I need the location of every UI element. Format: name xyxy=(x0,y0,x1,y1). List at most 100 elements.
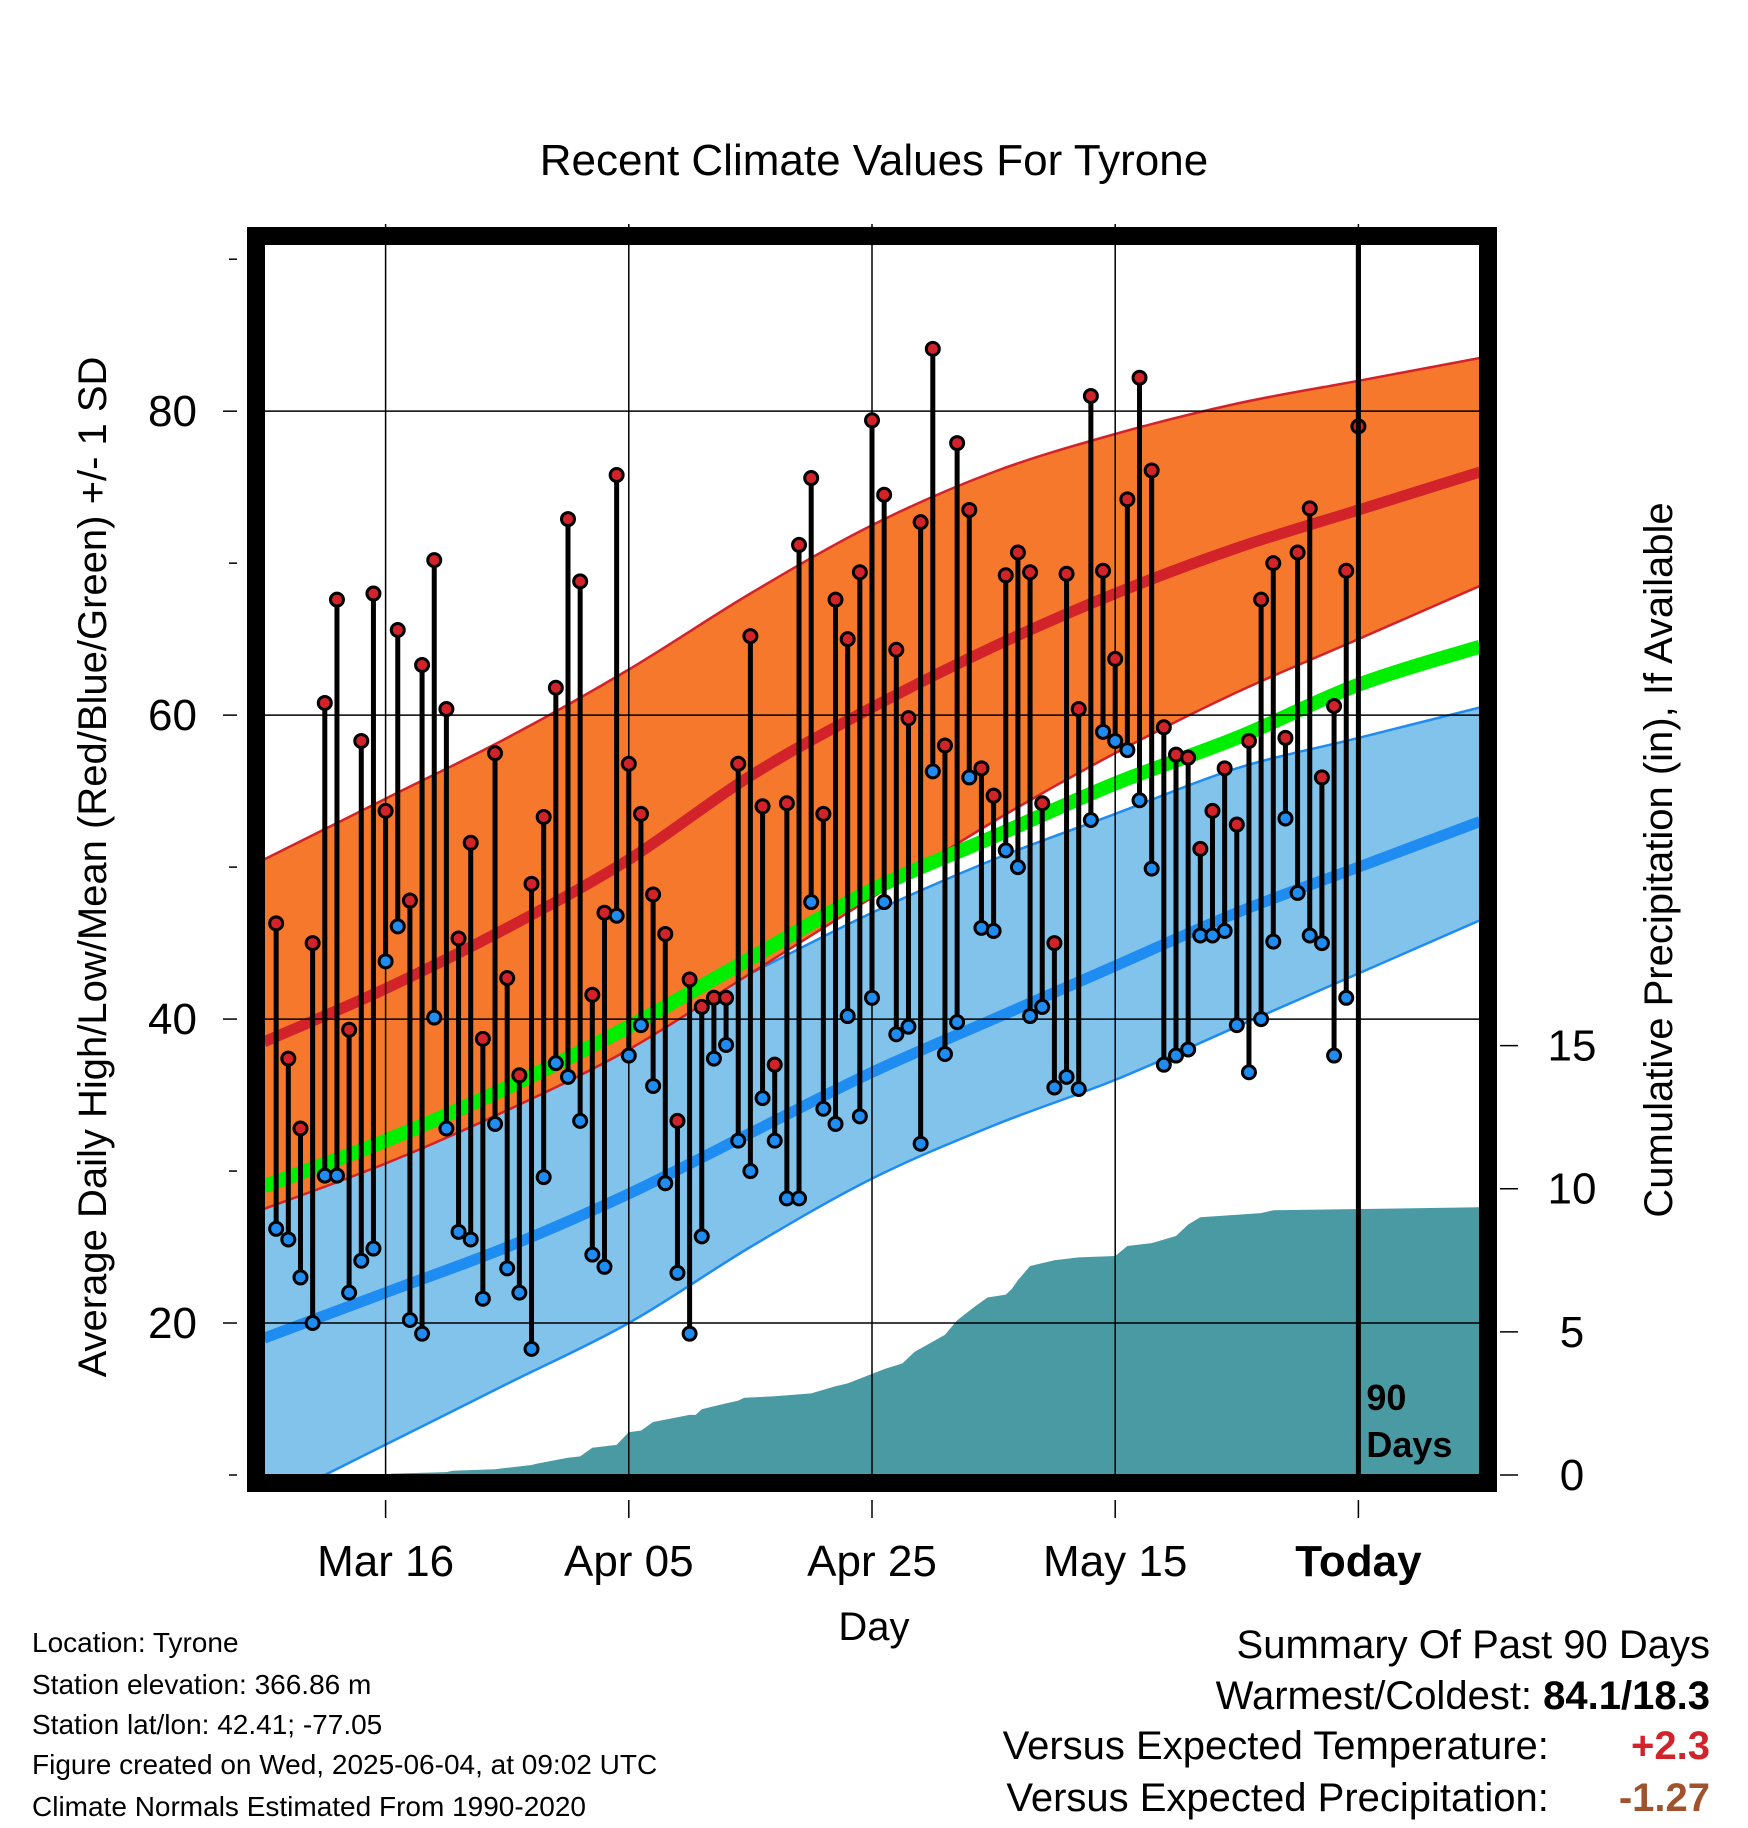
daily-low-point xyxy=(1313,935,1330,952)
daily-low-point xyxy=(876,894,893,911)
daily-high-point xyxy=(1192,840,1209,857)
daily-low-point xyxy=(462,1231,479,1248)
daily-high-point xyxy=(645,886,662,903)
daily-low-point xyxy=(596,1258,613,1275)
daily-high-point xyxy=(681,971,698,988)
daily-high-point xyxy=(766,1056,783,1073)
daily-high-point xyxy=(718,989,735,1006)
daily-low-point xyxy=(949,1014,966,1031)
daily-low-point xyxy=(900,1018,917,1035)
info-elevation: Station elevation: 366.86 m xyxy=(32,1669,372,1700)
daily-high-point xyxy=(1228,816,1245,833)
daily-high-point xyxy=(876,486,893,503)
daily-high-point xyxy=(936,737,953,754)
daily-high-point xyxy=(1240,732,1257,749)
x-tick-label: Mar 16 xyxy=(317,1537,454,1586)
daily-low-point xyxy=(1289,884,1306,901)
daily-low-point xyxy=(414,1325,431,1342)
daily-high-point xyxy=(997,567,1014,584)
daily-high-point xyxy=(572,573,589,590)
daily-high-point xyxy=(1034,795,1051,812)
daily-high-point xyxy=(280,1050,297,1067)
daily-low-point xyxy=(1131,792,1148,809)
daily-low-point xyxy=(632,1017,649,1034)
daily-high-point xyxy=(304,935,321,952)
daily-low-point xyxy=(377,953,394,970)
daily-high-point xyxy=(401,892,418,909)
daily-low-point xyxy=(450,1223,467,1240)
daily-low-point xyxy=(657,1175,674,1192)
y2-tick-label: 5 xyxy=(1560,1308,1584,1357)
daily-high-point xyxy=(353,732,370,749)
daily-low-point xyxy=(535,1169,552,1186)
daily-high-point xyxy=(1265,555,1282,572)
y-tick-label: 80 xyxy=(148,387,197,436)
daily-low-point xyxy=(280,1231,297,1248)
daily-low-point xyxy=(839,1008,856,1025)
daily-high-point xyxy=(864,412,880,429)
daily-high-point xyxy=(1277,729,1294,746)
daily-low-point xyxy=(547,1055,564,1072)
daily-high-point xyxy=(1143,462,1160,479)
daily-low-point xyxy=(1301,927,1318,944)
daily-high-point xyxy=(1009,544,1026,561)
daily-high-point xyxy=(851,564,868,581)
daily-high-point xyxy=(973,760,990,777)
daily-low-point xyxy=(791,1190,808,1207)
daily-high-point xyxy=(414,656,431,673)
daily-low-point xyxy=(1228,1017,1245,1034)
daily-high-point xyxy=(778,795,795,812)
plot-content: 90 Days xyxy=(264,244,1480,1475)
daily-low-point xyxy=(815,1100,832,1117)
x-tick-label: Apr 05 xyxy=(564,1537,694,1586)
daily-high-point xyxy=(1216,760,1233,777)
daily-low-point xyxy=(304,1315,321,1332)
daily-high-point xyxy=(1253,591,1270,608)
daily-low-point xyxy=(803,894,820,911)
daily-low-point xyxy=(961,769,978,786)
daily-high-point xyxy=(462,834,479,851)
daily-high-point xyxy=(1082,387,1099,404)
daily-low-point xyxy=(523,1340,540,1357)
daily-high-point xyxy=(1119,491,1136,508)
summary-temp-value: +2.3 xyxy=(1631,1724,1710,1768)
daily-high-point xyxy=(511,1067,528,1084)
daily-high-point xyxy=(669,1112,686,1129)
daily-low-point xyxy=(438,1120,455,1137)
daily-high-point xyxy=(912,514,929,531)
daily-high-point xyxy=(742,628,759,645)
plot-frame xyxy=(247,227,1497,1492)
daily-high-point xyxy=(1313,769,1330,786)
daily-high-point xyxy=(791,536,808,553)
daily-low-point xyxy=(365,1240,382,1257)
summary-temp: Versus Expected Temperature: +2.3 xyxy=(1003,1724,1710,1769)
daily-high-point xyxy=(365,585,382,602)
summary-warmest: Warmest/Coldest: 84.1/18.3 xyxy=(1216,1674,1710,1719)
daily-low-point xyxy=(705,1050,722,1067)
daily-low-point xyxy=(864,989,880,1006)
daily-low-point xyxy=(997,842,1014,859)
daily-low-point xyxy=(1265,933,1282,950)
daily-low-point xyxy=(851,1108,868,1125)
daily-low-point xyxy=(1143,860,1160,877)
daily-low-point xyxy=(328,1167,345,1184)
daily-low-point xyxy=(426,1009,443,1026)
daily-low-point xyxy=(487,1115,504,1132)
daily-low-point xyxy=(1253,1011,1270,1028)
daily-high-point xyxy=(608,467,625,484)
daily-low-point xyxy=(985,922,1002,939)
daily-high-point xyxy=(888,641,905,658)
daily-high-point xyxy=(949,435,966,452)
daily-low-point xyxy=(560,1068,576,1085)
daily-low-point xyxy=(730,1132,747,1149)
daily-low-point xyxy=(912,1135,929,1152)
daily-high-point xyxy=(620,755,637,772)
info-latlon: Station lat/lon: 42.41; -77.05 xyxy=(32,1709,383,1740)
y-tick-label: 40 xyxy=(148,995,197,1044)
daily-high-point xyxy=(693,998,710,1015)
daily-low-point xyxy=(474,1290,491,1307)
daily-low-point xyxy=(936,1046,953,1063)
daily-low-point xyxy=(681,1325,698,1342)
x-tick-label: May 15 xyxy=(1043,1537,1187,1586)
